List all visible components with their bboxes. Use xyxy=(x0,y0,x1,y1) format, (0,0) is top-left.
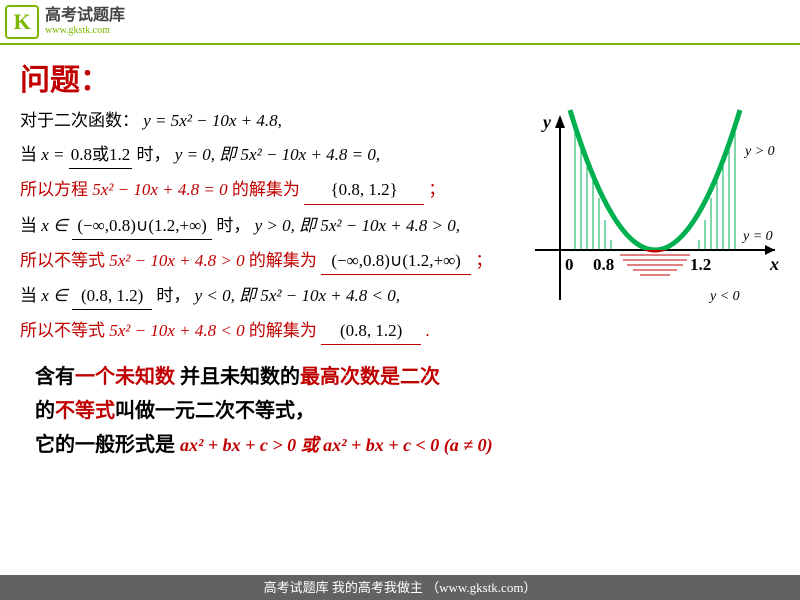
l6-pre: 当 xyxy=(20,286,37,305)
yeq-label: y = 0 xyxy=(741,229,773,244)
l3-mid: 的解集为 xyxy=(232,180,300,199)
l3-suf: ； xyxy=(428,180,445,199)
l4-var: x ∈ xyxy=(41,216,68,235)
l1-eq: y = 5x² − 10x + 4.8, xyxy=(143,111,282,130)
l6-eq: y < 0, 即 5x² − 10x + 4.8 < 0, xyxy=(195,286,400,305)
l6-var: x ∈ xyxy=(41,286,68,305)
hatch-red xyxy=(620,255,690,275)
l7-suf: . xyxy=(425,321,429,340)
parabola-above xyxy=(570,110,740,250)
d2a: 的 xyxy=(35,400,55,422)
x1-label: 0.8 xyxy=(593,255,614,274)
origin-label: 0 xyxy=(565,255,574,274)
l3-ans: {0.8, 1.2} xyxy=(304,176,424,204)
l7-pre: 所以不等式 xyxy=(20,321,105,340)
definition-block: 含有一个未知数 并且未知数的最高次数是二次 的不等式叫做一元二次不等式， 它的一… xyxy=(20,360,785,462)
d1d: 最高次数是二次 xyxy=(300,366,440,388)
l4-pre: 当 xyxy=(20,216,37,235)
l6-mid: 时， xyxy=(156,286,190,305)
l1-pre: 对于二次函数： xyxy=(20,111,139,130)
l7-eq: 5x² − 10x + 4.8 < 0 xyxy=(109,321,244,340)
ygt-label: y > 0 xyxy=(743,144,775,159)
l7-ans: (0.8, 1.2) xyxy=(321,317,421,345)
def-3: 它的一般形式是 ax² + bx + c > 0 或 ax² + bx + c … xyxy=(35,428,785,462)
logo-url: www.gkstk.com xyxy=(45,25,125,36)
header-bar: K 高考试题库 www.gkstk.com xyxy=(0,0,800,45)
d3b: ax² + bx + c > 0 或 ax² + bx + c < 0 (a ≠… xyxy=(180,435,493,455)
l5-ans: (−∞,0.8)∪(1.2,+∞) xyxy=(321,247,471,275)
l5-eq: 5x² − 10x + 4.8 > 0 xyxy=(109,251,244,270)
y-arrow-icon xyxy=(555,115,565,128)
l2-pre: 当 xyxy=(20,145,37,164)
l4-val: (−∞,0.8)∪(1.2,+∞) xyxy=(72,212,212,240)
parabola-graph: y x 0 0.8 1.2 y > 0 y = 0 y < 0 xyxy=(515,100,785,340)
x2-label: 1.2 xyxy=(690,255,711,274)
footer-bar: 高考试题库 我的高考我做主 （www.gkstk.com） xyxy=(0,575,800,600)
d2c: 叫做一元二次不等式， xyxy=(115,400,315,422)
logo-cn: 高考试题库 xyxy=(45,7,125,25)
l2-var: x = xyxy=(41,145,64,164)
l4-mid: 时， xyxy=(216,216,250,235)
logo-icon: K xyxy=(5,5,39,39)
d1c: 并且未知数的 xyxy=(175,366,300,388)
d1b: 一个未知数 xyxy=(75,366,175,388)
page-title: 问题： xyxy=(20,55,785,99)
d1a: 含有 xyxy=(35,366,75,388)
l5-mid: 的解集为 xyxy=(249,251,317,270)
l2-eq: y = 0, 即 5x² − 10x + 4.8 = 0, xyxy=(175,145,380,164)
main-content: 问题： 对于二次函数： y = 5x² − 10x + 4.8, 当 x = 0… xyxy=(0,45,800,462)
logo-text: 高考试题库 www.gkstk.com xyxy=(45,7,125,36)
d3a: 它的一般形式是 xyxy=(35,434,180,456)
def-2: 的不等式叫做一元二次不等式， xyxy=(35,394,785,428)
l3-eq: 5x² − 10x + 4.8 = 0 xyxy=(92,180,227,199)
l6-val: (0.8, 1.2) xyxy=(72,282,152,310)
x-label: x xyxy=(769,254,779,274)
l7-mid: 的解集为 xyxy=(249,321,317,340)
y-label: y xyxy=(541,112,552,132)
l2-val: 0.8或1.2 xyxy=(69,141,133,169)
l4-eq: y > 0, 即 5x² − 10x + 4.8 > 0, xyxy=(255,216,460,235)
def-1: 含有一个未知数 并且未知数的最高次数是二次 xyxy=(35,360,785,394)
l5-suf: ； xyxy=(475,251,492,270)
l5-pre: 所以不等式 xyxy=(20,251,105,270)
ylt-label: y < 0 xyxy=(708,289,740,304)
d2b: 不等式 xyxy=(55,400,115,422)
l3-pre: 所以方程 xyxy=(20,180,88,199)
l2-mid: 时， xyxy=(137,145,171,164)
